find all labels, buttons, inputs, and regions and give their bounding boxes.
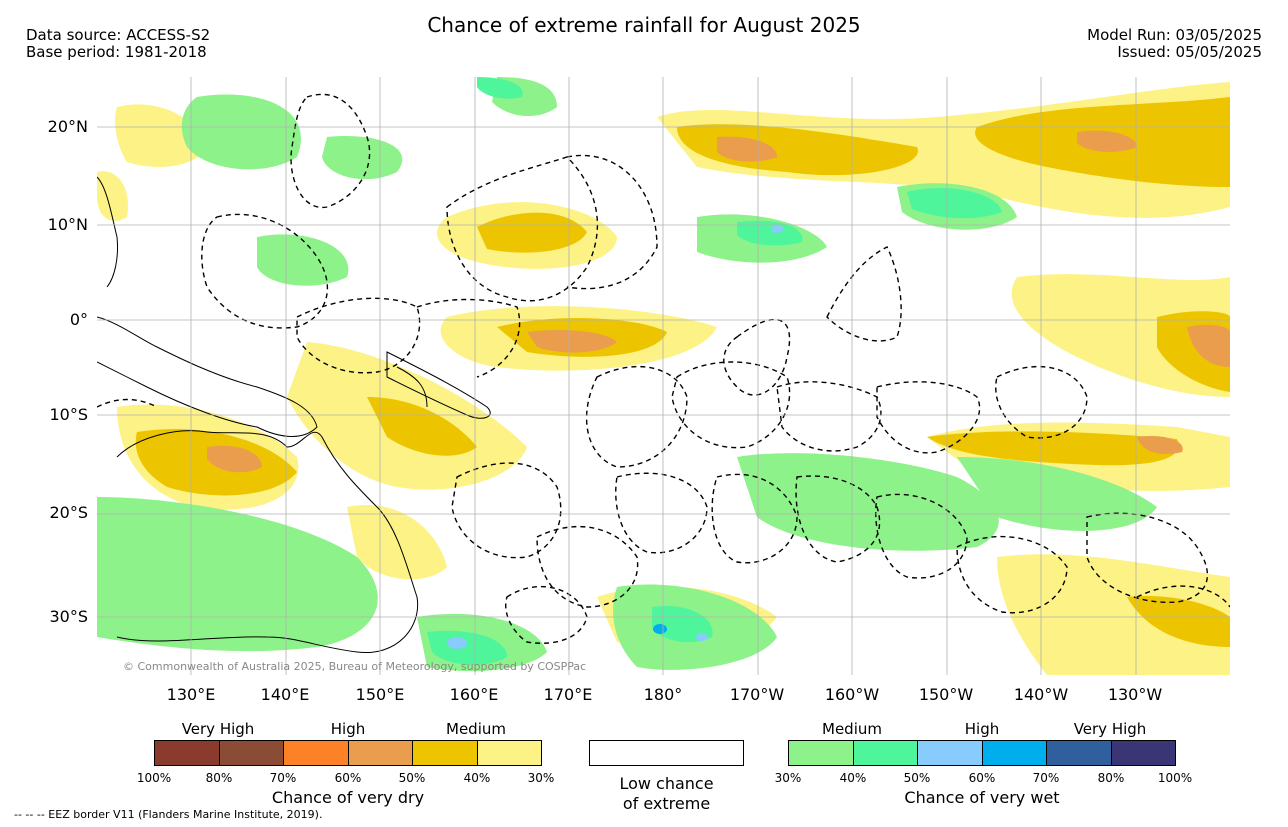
lon-label-150w: 150°W — [918, 685, 974, 704]
wet-colorbar — [788, 740, 1176, 766]
lat-label-20s: 20°S — [49, 503, 88, 522]
wet-tick-40: 40% — [839, 771, 867, 785]
dry-tick-50: 50% — [398, 771, 426, 785]
model-run-label: Model Run: 03/05/2025 — [1087, 26, 1262, 44]
lon-label-140e: 140°E — [260, 685, 310, 704]
dry-swatch-30-40 — [478, 741, 541, 765]
lon-label-130w: 130°W — [1107, 685, 1163, 704]
dry-colorbar — [154, 740, 542, 766]
dry-category-medium: Medium — [446, 720, 506, 738]
wet-category-very-high: Very High — [1073, 720, 1147, 738]
wet-swatch-80-100 — [1112, 741, 1175, 765]
wet-medium-areas — [97, 77, 1157, 672]
lon-label-130e: 130°E — [166, 685, 216, 704]
lat-label-10n: 10°N — [47, 215, 88, 234]
wet-tick-60: 60% — [968, 771, 996, 785]
wet-tick-80: 80% — [1097, 771, 1125, 785]
eez-footnote: -- -- -- EEZ border V11 (Flanders Marine… — [14, 808, 323, 821]
dry-swatch-60-70 — [284, 741, 349, 765]
lat-label-10s: 10°S — [49, 405, 88, 424]
wet-blue-areas — [447, 225, 783, 649]
dry-category-very-high: Very High — [181, 720, 255, 738]
lat-label-0: 0° — [69, 310, 88, 329]
dry-swatch-40-50 — [413, 741, 478, 765]
data-source-info: Data source: ACCESS-S2 Base period: 1981… — [26, 27, 210, 61]
eez-borders — [97, 93, 1230, 644]
wet-swatch-30-40 — [789, 741, 854, 765]
coastlines — [97, 176, 491, 654]
low-chance-line1: Low chance — [619, 774, 714, 793]
lon-label-170e: 170°E — [543, 685, 593, 704]
lon-label-160w: 160°W — [824, 685, 880, 704]
wet-high-areas — [427, 77, 1002, 665]
dry-tick-70: 70% — [269, 771, 297, 785]
dry-caption: Chance of very dry — [271, 788, 425, 807]
low-chance-line2: of extreme — [622, 794, 711, 813]
wet-swatch-60-70 — [983, 741, 1047, 765]
data-source-label: Data source: ACCESS-S2 — [26, 26, 211, 44]
wet-category-medium: Medium — [822, 720, 882, 738]
lat-label-20n: 20°N — [47, 117, 88, 136]
lon-label-170w: 170°W — [729, 685, 785, 704]
lat-label-30s: 30°S — [49, 607, 88, 626]
wet-tick-70: 70% — [1032, 771, 1060, 785]
lon-label-180: 180° — [643, 685, 683, 704]
lon-label-150e: 150°E — [355, 685, 405, 704]
copyright-text: © Commonwealth of Australia 2025, Bureau… — [123, 660, 586, 673]
wet-swatch-50-60 — [918, 741, 983, 765]
base-period-label: Base period: 1981-2018 — [26, 43, 207, 61]
dry-tick-80: 80% — [205, 771, 233, 785]
dry-tick-100: 100% — [136, 771, 172, 785]
dry-tick-30: 30% — [527, 771, 555, 785]
wet-tick-30: 30% — [774, 771, 802, 785]
wet-category-high: High — [964, 720, 1000, 738]
dry-category-high: High — [330, 720, 366, 738]
dry-tick-60: 60% — [334, 771, 362, 785]
dry-swatch-80-100 — [155, 741, 220, 765]
lon-label-140w: 140°W — [1013, 685, 1069, 704]
dry-swatch-70-80 — [220, 741, 284, 765]
wet-tick-100: 100% — [1157, 771, 1193, 785]
graticule — [97, 77, 1230, 675]
model-run-info: Model Run: 03/05/2025 Issued: 05/05/2025 — [1087, 27, 1262, 61]
issued-label: Issued: 05/05/2025 — [1117, 43, 1262, 61]
wet-caption: Chance of very wet — [904, 788, 1060, 807]
wet-tick-50: 50% — [903, 771, 931, 785]
dry-swatch-50-60 — [349, 741, 413, 765]
wet-swatch-40-50 — [854, 741, 918, 765]
dry-orange-areas — [207, 130, 1230, 473]
map-svg: © Commonwealth of Australia 2025, Bureau… — [97, 77, 1230, 675]
wet-swatch-70-80 — [1047, 741, 1112, 765]
low-chance-caption: Low chance of extreme — [589, 774, 744, 814]
map-title: Chance of extreme rainfall for August 20… — [427, 13, 861, 37]
rainfall-map: © Commonwealth of Australia 2025, Bureau… — [97, 77, 1230, 675]
lon-label-160e: 160°E — [449, 685, 499, 704]
dry-tick-40: 40% — [463, 771, 491, 785]
low-chance-box — [589, 740, 744, 766]
